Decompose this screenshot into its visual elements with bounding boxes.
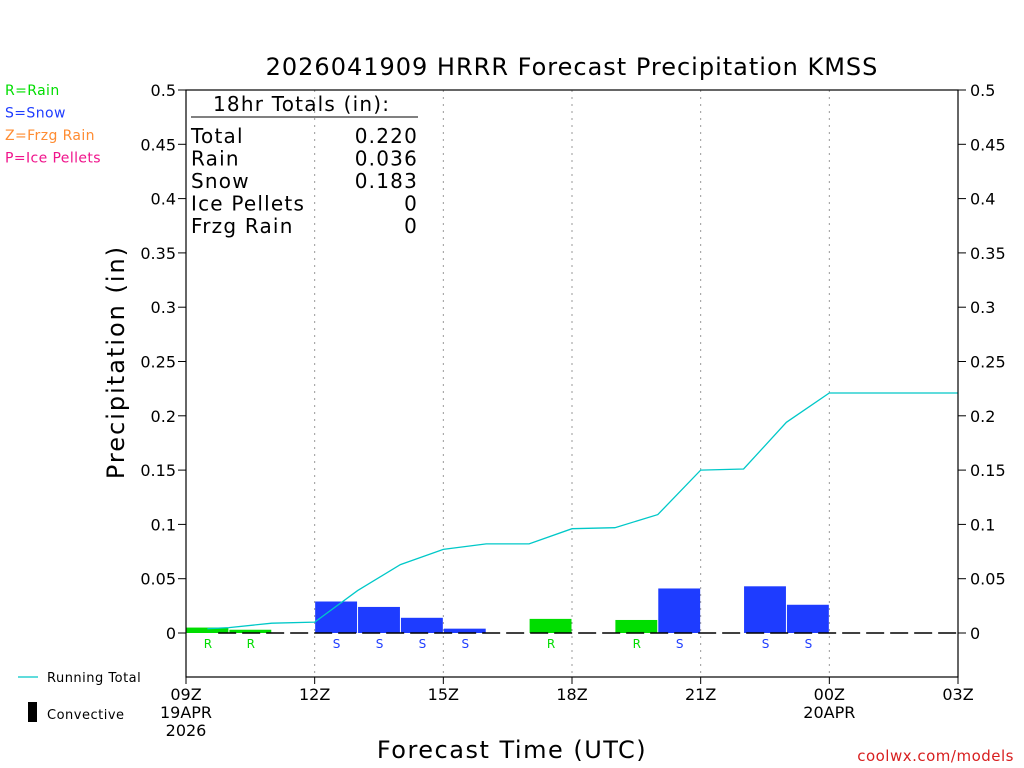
totals-row-value: 0 <box>404 214 418 238</box>
type-marker-hour-7: S <box>461 637 469 651</box>
y-tick-label-left: 0.3 <box>151 298 176 317</box>
x-tick-label: 21Z <box>685 685 716 704</box>
y-tick-label-left: 0.45 <box>140 135 176 154</box>
type-marker-hour-9: R <box>547 637 555 651</box>
y-tick-label-left: 0.5 <box>151 81 176 100</box>
totals-row-label: Rain <box>191 147 240 171</box>
type-marker-hour-11: R <box>633 637 641 651</box>
type-marker-hour-12: S <box>676 637 684 651</box>
credit-text: coolwx.com/models <box>857 747 1014 765</box>
x-tick-label: 19APR <box>160 703 212 722</box>
bar-hour-14 <box>744 586 786 633</box>
y-tick-label-right: 0.4 <box>970 190 995 209</box>
bar-hour-15 <box>786 604 829 633</box>
y-tick-label-left: 0.2 <box>151 407 176 426</box>
x-tick-label: 18Z <box>556 685 587 704</box>
totals-row-value: 0.183 <box>355 169 418 193</box>
x-tick-label: 12Z <box>299 685 330 704</box>
y-tick-label-left: 0.05 <box>140 570 176 589</box>
y-tick-label-left: 0.1 <box>151 515 176 534</box>
y-tick-label-right: 0.25 <box>970 353 1006 372</box>
y-tick-label-right: 0.15 <box>970 461 1006 480</box>
y-axis-right: 0 0.05 0.1 0.15 0.2 0.25 0.3 0.35 0.4 0.45 0.5 <box>958 81 1006 643</box>
y-tick-label-right: 0.2 <box>970 407 995 426</box>
x-tick-label: 09Z <box>170 685 201 704</box>
y-tick-label-left: 0.35 <box>140 244 176 263</box>
y-tick-label-right: 0.35 <box>970 244 1006 263</box>
x-tick-label: 2026 <box>166 721 207 740</box>
y-axis-title: Precipitation (in) <box>102 245 130 479</box>
totals-row-label: Snow <box>191 169 250 193</box>
bar-hour-2 <box>229 629 272 633</box>
totals-row-value: 0.220 <box>355 124 418 148</box>
totals-rows: Total 0.220 Rain 0.036 Snow 0.183 Ice Pellets 0… <box>190 124 418 238</box>
type-marker-hour-4: S <box>333 637 341 651</box>
bar-hour-11 <box>615 619 658 633</box>
x-tick-label: 03Z <box>942 685 973 704</box>
series-legend: Running Total Convective <box>18 671 141 723</box>
y-tick-label-right: 0.5 <box>970 81 995 100</box>
bar-hour-7 <box>443 628 486 633</box>
type-marker-hour-2: R <box>247 637 255 651</box>
y-tick-label-right: 0.1 <box>970 515 995 534</box>
x-tick-label: 20APR <box>803 703 855 722</box>
bar-hour-1 <box>186 627 229 633</box>
y-tick-label-left: 0.25 <box>140 353 176 372</box>
type-marker-hour-14: S <box>762 637 770 651</box>
y-tick-label-left: 0 <box>166 624 176 643</box>
totals-row-value: 0.036 <box>355 147 418 171</box>
bar-hour-9 <box>529 618 572 633</box>
convective-legend-label: Convective <box>47 708 125 723</box>
y-tick-label-left: 0.15 <box>140 461 176 480</box>
x-axis-title: Forecast Time (UTC) <box>377 736 647 764</box>
precip-type-legend: R=Rain S=Snow Z=Frzg Rain P=Ice Pellets <box>5 83 101 167</box>
chart-title: 2026041909 HRRR Forecast Precipitation K… <box>266 53 879 81</box>
totals-row-label: Ice Pellets <box>191 192 305 216</box>
convective-legend-swatch <box>28 702 37 722</box>
totals-box: 18hr Totals (in): Total 0.220 Rain 0.036 Sno… <box>190 92 418 238</box>
bar-series <box>186 586 829 633</box>
legend-type-2: Z=Frzg Rain <box>5 128 95 144</box>
y-tick-label-right: 0 <box>970 624 980 643</box>
running-total-legend-label: Running Total <box>47 671 141 686</box>
bar-hour-5 <box>358 606 400 633</box>
y-tick-label-left: 0.4 <box>151 190 176 209</box>
type-marker-hour-6: S <box>419 637 427 651</box>
x-tick-label: 00Z <box>814 685 845 704</box>
type-marker-hour-5: S <box>376 637 384 651</box>
legend-type-0: R=Rain <box>5 83 60 99</box>
bar-hour-6 <box>400 617 443 633</box>
type-marker-hour-15: S <box>805 637 813 651</box>
y-tick-label-right: 0.45 <box>970 135 1006 154</box>
totals-row-label: Total <box>190 124 244 148</box>
totals-row-value: 0 <box>404 192 418 216</box>
type-marker-hour-1: R <box>204 637 212 651</box>
x-tick-label: 15Z <box>428 685 459 704</box>
y-tick-label-right: 0.3 <box>970 298 995 317</box>
legend-type-3: P=Ice Pellets <box>5 151 101 167</box>
y-tick-label-right: 0.05 <box>970 570 1006 589</box>
bar-hour-12 <box>658 588 701 633</box>
legend-type-1: S=Snow <box>5 106 66 122</box>
totals-row-label: Frzg Rain <box>191 214 294 238</box>
totals-heading: 18hr Totals (in): <box>213 92 390 116</box>
running-total-line <box>207 392 958 630</box>
y-axis-left: 0 0.05 0.1 0.15 0.2 0.25 0.3 0.35 0.4 0.45 0.5 <box>140 81 186 643</box>
